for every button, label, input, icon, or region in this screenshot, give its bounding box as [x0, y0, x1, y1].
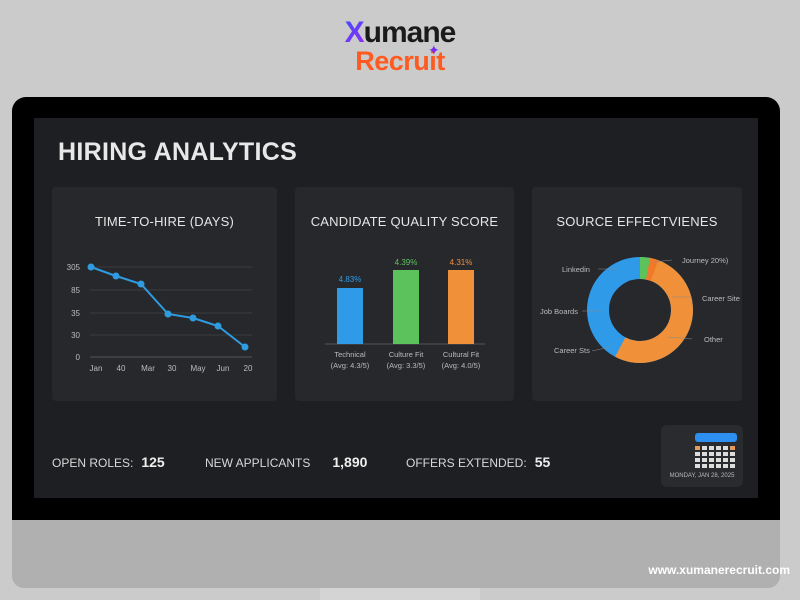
brand-logo: Xumane Recruit ✦ — [330, 16, 470, 76]
svg-text:Career Site: Career Site — [702, 294, 740, 303]
quality-score-card[interactable]: CANDIDATE QUALITY SCORE 4.83% 4.39% 4.31% … — [295, 187, 514, 401]
svg-text:40: 40 — [117, 364, 126, 373]
card-title: CANDIDATE QUALITY SCORE — [310, 214, 499, 229]
svg-text:4.83%: 4.83% — [339, 275, 362, 284]
svg-text:Jun: Jun — [217, 364, 230, 373]
monitor-chin — [12, 520, 780, 588]
svg-text:(Avg: 4.0/5): (Avg: 4.0/5) — [442, 361, 481, 370]
brand-subname: Recruit — [355, 46, 445, 76]
svg-text:(Avg: 3.3/5): (Avg: 3.3/5) — [387, 361, 426, 370]
svg-text:Journey 20%): Journey 20%) — [682, 256, 729, 265]
svg-text:30: 30 — [71, 331, 80, 340]
svg-text:305: 305 — [67, 263, 81, 272]
card-title: TIME-TO-HIRE (DAYS) — [94, 214, 235, 229]
stat-label: OPEN ROLES: — [52, 456, 134, 470]
svg-text:Linkedin: Linkedin — [562, 265, 590, 274]
svg-text:Jan: Jan — [90, 364, 103, 373]
line-chart: 305 85 35 30 0 Jan 40 Mar 30 May Jun 20 — [67, 263, 253, 373]
time-to-hire-card[interactable]: TIME-TO-HIRE (DAYS) 305 85 35 30 0 Jan 40 Mar 3… — [52, 187, 277, 401]
svg-text:85: 85 — [71, 286, 80, 295]
svg-text:Technical: Technical — [334, 350, 366, 359]
stat-open-roles: OPEN ROLES: 125 — [52, 454, 165, 470]
monitor-stand — [320, 588, 480, 600]
calendar-grid — [695, 446, 735, 468]
svg-text:35: 35 — [71, 309, 80, 318]
svg-text:Career Sts: Career Sts — [554, 346, 590, 355]
svg-text:4.39%: 4.39% — [395, 258, 418, 267]
brand-name-rest: umane — [363, 16, 457, 49]
svg-text:0: 0 — [76, 353, 81, 362]
donut-chart: Linkedin Job Boards Career Sts Journey 20%… — [540, 256, 740, 363]
stat-label: NEW APPLICANTS — [205, 456, 311, 470]
svg-text:20: 20 — [244, 364, 253, 373]
svg-text:(Avg: 4.3/5): (Avg: 4.3/5) — [331, 361, 370, 370]
website-url: www.xumanerecruit.com — [648, 563, 790, 577]
page-title: HIRING ANALYTICS — [58, 138, 298, 166]
source-effectiveness-card[interactable]: SOURCE EFFECTVIENES Linkedin Job Boards Ca… — [532, 187, 742, 401]
calendar-widget[interactable]: MONDAY, JAN 28, 2025 — [661, 425, 743, 487]
stat-value: 125 — [141, 454, 165, 470]
stat-label: OFFERS EXTENDED: — [406, 456, 527, 470]
svg-text:4.31%: 4.31% — [450, 258, 473, 267]
stat-value: 1,890 — [332, 454, 368, 470]
svg-text:30: 30 — [168, 364, 177, 373]
card-title: SOURCE EFFECTVIENES — [556, 214, 718, 229]
stat-offers-extended: OFFERS EXTENDED: 55 — [406, 454, 550, 470]
stat-new-applicants: NEW APPLICANTS 1,890 — [205, 454, 367, 470]
sparkle-icon: ✦ — [428, 42, 440, 58]
dashboard-screen: HIRING ANALYTICS TIME-TO-HIRE (DAYS) 305… — [34, 118, 758, 498]
svg-text:Other: Other — [704, 335, 723, 344]
svg-text:May: May — [190, 364, 205, 373]
svg-text:Cultural Fit: Cultural Fit — [443, 350, 480, 359]
svg-text:Culture Fit: Culture Fit — [389, 350, 425, 359]
bar-chart: 4.83% 4.39% 4.31% Technical Culture Fit Cult… — [325, 258, 485, 370]
calendar-icon — [695, 433, 737, 442]
calendar-date: MONDAY, JAN 28, 2025 — [669, 473, 735, 479]
stat-value: 55 — [534, 454, 551, 470]
svg-text:Job Boards: Job Boards — [540, 307, 578, 316]
svg-text:Mar: Mar — [141, 364, 155, 373]
brand-name: Xumane — [344, 16, 457, 49]
